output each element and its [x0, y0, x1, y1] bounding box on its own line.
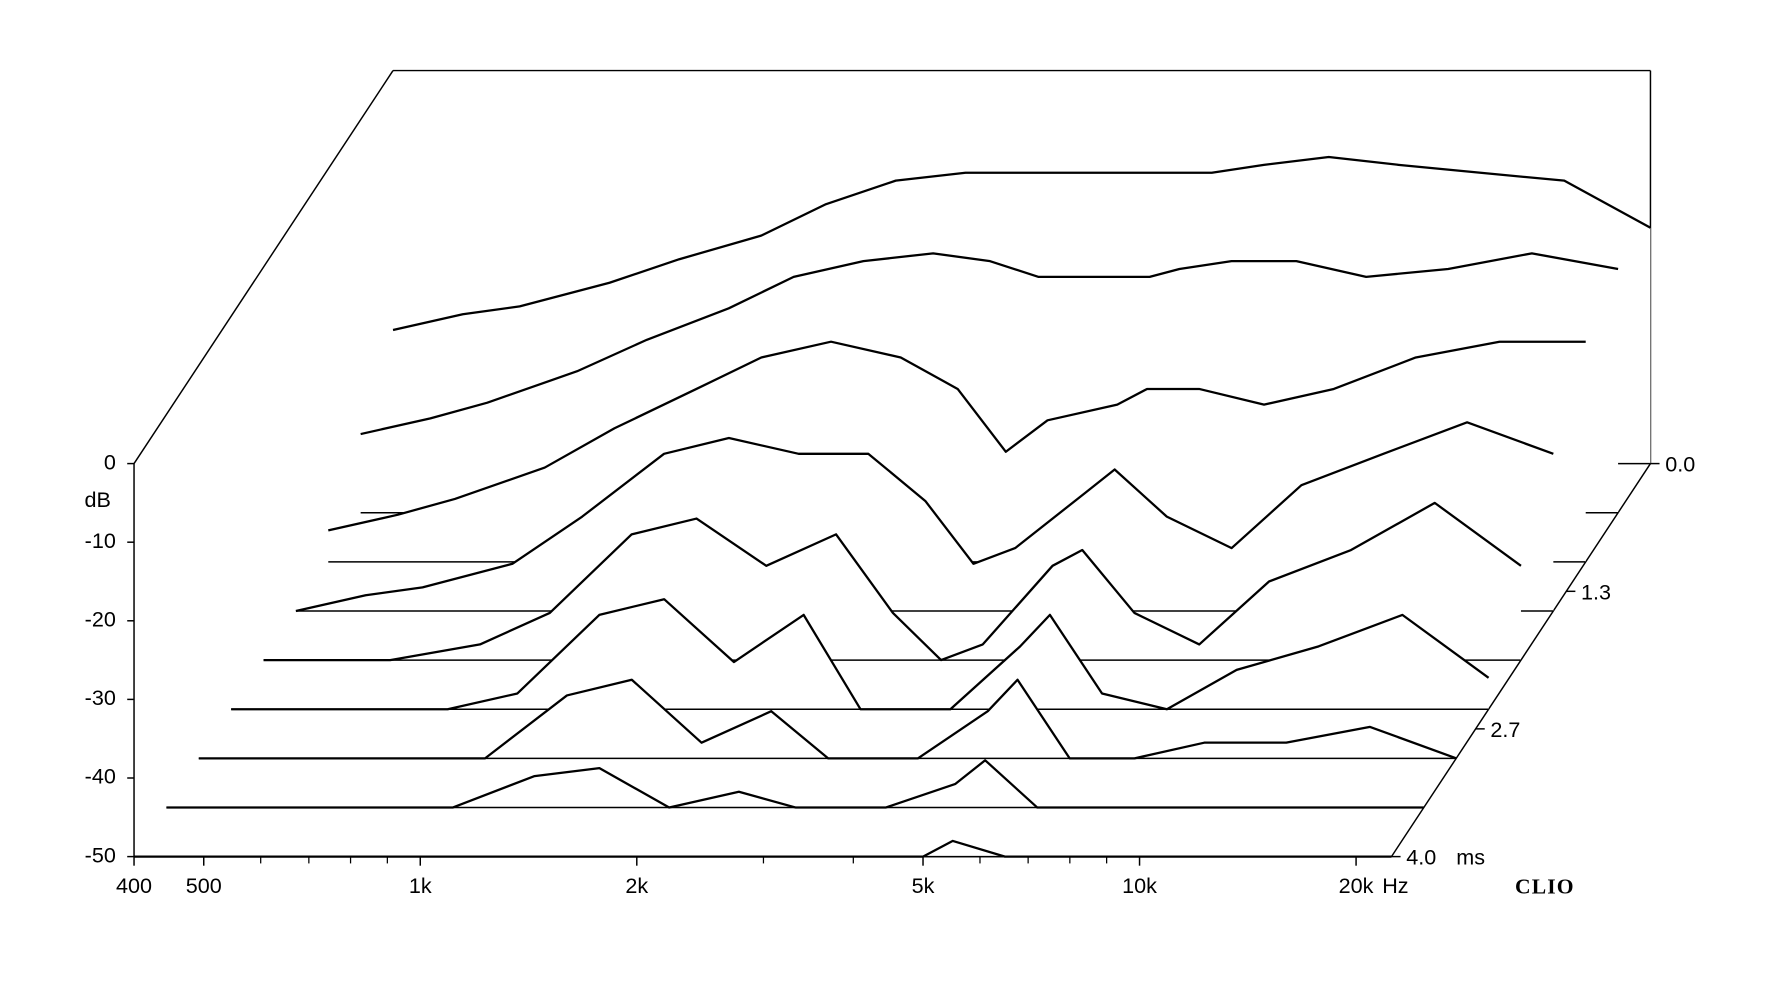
- z-tick-label: 1.3: [1581, 579, 1611, 604]
- x-unit: Hz: [1382, 873, 1408, 898]
- y-tick-label: -20: [85, 606, 116, 631]
- x-tick-label: 500: [186, 873, 222, 898]
- slice-line: [328, 340, 1586, 532]
- y-tick-label: 0: [104, 449, 116, 474]
- frame-line: [133, 70, 394, 464]
- slice-fill: [231, 599, 1489, 710]
- x-tick-label: 20k: [1339, 873, 1374, 898]
- z-tick-label: 2.7: [1490, 717, 1520, 742]
- brand: CLIO: [1515, 874, 1575, 898]
- x-tick-label: 400: [116, 873, 152, 898]
- z-tick-label: 0.0: [1665, 452, 1695, 477]
- y-tick-label: -30: [85, 685, 116, 710]
- slice-fill: [198, 679, 1457, 759]
- slice-line: [360, 252, 1619, 436]
- slice-fill: [263, 502, 1521, 661]
- slice-line: [263, 501, 1522, 662]
- slice-line: [231, 598, 1490, 711]
- y-tick-label: -50: [85, 842, 116, 867]
- slices: [134, 155, 1652, 858]
- slice-line: [392, 155, 1652, 332]
- y-tick-label: -40: [85, 764, 116, 789]
- z-tick-label: 4.0: [1406, 845, 1436, 870]
- x-tick-label: 5k: [912, 873, 935, 898]
- x-tick-label: 10k: [1122, 873, 1157, 898]
- x-tick-label: 1k: [409, 873, 432, 898]
- slice-line: [198, 678, 1457, 760]
- slice-line: [134, 839, 1392, 858]
- y-tick-label: -10: [85, 528, 116, 553]
- x-tick-label: 2k: [625, 873, 648, 898]
- z-unit: ms: [1456, 845, 1485, 870]
- y-axis-label: dB: [84, 487, 110, 512]
- slice-line: [295, 421, 1554, 613]
- slice-line: [166, 759, 1424, 809]
